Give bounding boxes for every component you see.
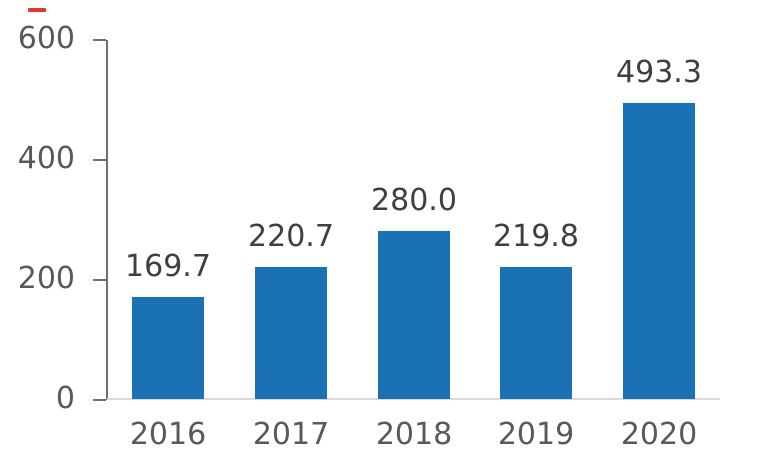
x-axis-label-2016: 2016 [129,417,207,452]
x-axis-label-2017: 2017 [252,417,330,452]
x-axis-label-2018: 2018 [375,417,453,452]
y-axis-tick-label: 0 [55,381,75,416]
y-axis-tick [93,399,106,401]
x-axis-label-2019: 2019 [497,417,575,452]
y-axis-tick-label: 600 [17,21,75,56]
y-axis-tick-label: 400 [17,141,75,176]
y-axis-tick [93,39,106,41]
bar-2018 [378,231,450,399]
y-axis-tick-label: 200 [17,261,75,296]
bar-2019 [500,267,572,399]
bar-2016 [132,297,204,399]
y-axis-tick [93,159,106,161]
y-axis-line [106,40,108,400]
bar-value-label: 280.0 [371,183,457,218]
x-axis-label-2020: 2020 [620,417,698,452]
bar-value-label: 220.7 [248,219,334,254]
bar-value-label: 493.3 [616,55,702,90]
bar-2020 [623,103,695,399]
y-axis-tick [93,279,106,281]
x-axis-baseline [107,398,720,400]
bar-2017 [255,267,327,399]
bar-value-label: 219.8 [493,219,579,254]
bar-value-label: 169.7 [125,249,211,284]
red-dash-mark [28,8,46,12]
